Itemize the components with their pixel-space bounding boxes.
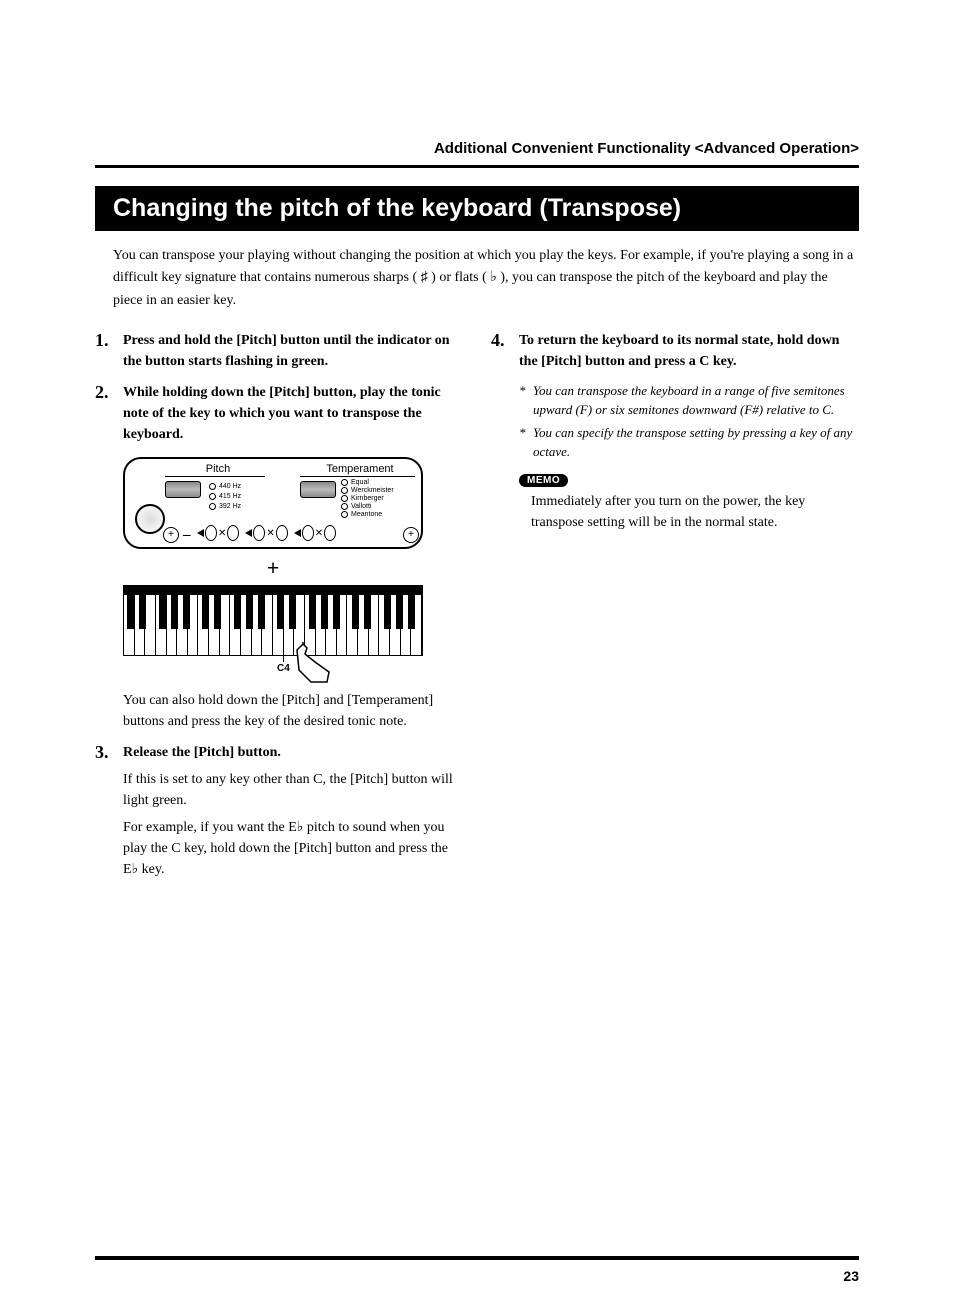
divider-bottom xyxy=(95,1256,859,1260)
step-4-num: 4. xyxy=(491,330,519,372)
note-2-text: You can specify the transpose setting by… xyxy=(533,424,859,462)
temp-kirn: Kirnberger xyxy=(341,495,384,502)
c4-tick xyxy=(283,656,284,662)
column-left: 1. Press and hold the [Pitch] button unt… xyxy=(95,330,463,896)
temp-werck-label: Werckmeister xyxy=(351,487,394,494)
panel-temp-label: Temperament xyxy=(315,463,405,475)
step-1: 1. Press and hold the [Pitch] button unt… xyxy=(95,330,463,372)
step-3-p2a: For example, if you want the E xyxy=(123,820,297,835)
page-title: Changing the pitch of the keyboard (Tran… xyxy=(95,186,859,231)
panel-diagram: Pitch Temperament 440 Hz 415 Hz 392 Hz E… xyxy=(123,457,463,549)
panel-underline-2 xyxy=(300,476,415,477)
step-2-text: While holding down the [Pitch] button, p… xyxy=(123,385,441,442)
divider-top xyxy=(95,165,859,168)
temp-mean-label: Meantone xyxy=(351,511,382,518)
note-1: * You can transpose the keyboard in a ra… xyxy=(519,382,859,420)
hz-440-label: 440 Hz xyxy=(219,483,241,490)
keyboard-diagram: C4 xyxy=(123,585,423,656)
step-3: 3. Release the [Pitch] button. If this i… xyxy=(95,742,463,886)
volume-knob-icon xyxy=(135,504,165,534)
step-3-num: 3. xyxy=(95,742,123,886)
step-2: 2. While holding down the [Pitch] button… xyxy=(95,382,463,445)
hz-392-label: 392 Hz xyxy=(219,503,241,510)
step-1-text: Press and hold the [Pitch] button until … xyxy=(123,333,450,369)
step-3-p2c: key. xyxy=(138,862,164,877)
plus-separator-icon: + xyxy=(123,555,423,581)
hand-icon xyxy=(291,642,331,684)
panel-pitch-label: Pitch xyxy=(193,463,243,475)
step-1-num: 1. xyxy=(95,330,123,372)
panel-underline-1 xyxy=(165,476,265,477)
step-4-text: To return the keyboard to its normal sta… xyxy=(519,333,839,369)
memo-badge: MEMO xyxy=(519,474,568,487)
flat-glyph: ♭ xyxy=(490,270,497,285)
panel-frame: Pitch Temperament 440 Hz 415 Hz 392 Hz E… xyxy=(123,457,423,549)
temp-equal: Equal xyxy=(341,479,369,486)
hz-415: 415 Hz xyxy=(209,493,241,500)
plus-left-icon: + xyxy=(163,527,179,543)
minus-icon: – xyxy=(183,527,191,544)
pedal-icons: ✕ ✕ ✕ xyxy=(197,525,336,541)
hz-415-label: 415 Hz xyxy=(219,493,241,500)
temp-kirn-label: Kirnberger xyxy=(351,495,384,502)
column-right: 4. To return the keyboard to its normal … xyxy=(491,330,859,896)
asterisk-icon: * xyxy=(519,382,533,420)
page-number: 23 xyxy=(843,1268,859,1284)
c4-label: C4 xyxy=(277,663,290,674)
step-3-bold: Release the [Pitch] button. xyxy=(123,745,281,760)
sharp-glyph: ♯ xyxy=(421,270,428,285)
temperament-button-icon xyxy=(300,481,336,498)
temp-werck: Werckmeister xyxy=(341,487,394,494)
breadcrumb: Additional Convenient Functionality <Adv… xyxy=(95,140,859,157)
note-1-text: You can transpose the keyboard in a rang… xyxy=(533,382,859,420)
pitch-button-icon xyxy=(165,481,201,498)
step-4: 4. To return the keyboard to its normal … xyxy=(491,330,859,372)
intro-text: You can transpose your playing without c… xyxy=(113,245,859,312)
page: Additional Convenient Functionality <Adv… xyxy=(0,0,954,1308)
step-2-num: 2. xyxy=(95,382,123,445)
plus-right-icon: + xyxy=(403,527,419,543)
step-3-p1: If this is set to any key other than C, … xyxy=(123,769,463,811)
keyboard-keys xyxy=(123,585,423,656)
step-3-p2: For example, if you want the E♭ pitch to… xyxy=(123,817,463,880)
note-2: * You can specify the transpose setting … xyxy=(519,424,859,462)
temp-mean: Meantone xyxy=(341,511,382,518)
intro-b: ) or flats ( xyxy=(428,270,491,285)
hz-392: 392 Hz xyxy=(209,503,241,510)
temp-vall-label: Vallotti xyxy=(351,503,372,510)
hz-440: 440 Hz xyxy=(209,483,241,490)
asterisk-icon: * xyxy=(519,424,533,462)
temp-equal-label: Equal xyxy=(351,479,369,486)
memo-text: Immediately after you turn on the power,… xyxy=(531,491,859,533)
step-2-after: You can also hold down the [Pitch] and [… xyxy=(123,690,463,732)
columns: 1. Press and hold the [Pitch] button unt… xyxy=(95,330,859,896)
temp-vall: Vallotti xyxy=(341,503,372,510)
